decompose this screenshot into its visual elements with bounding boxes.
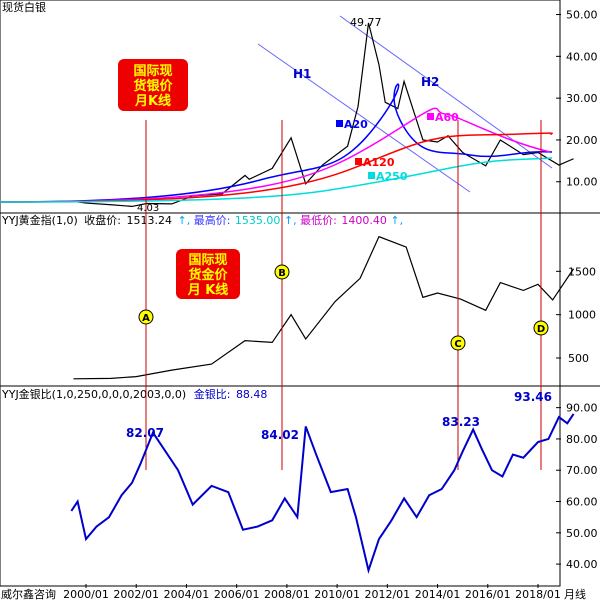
period-label: 月线 [564, 587, 586, 600]
gold-close-value: 1513.24 [126, 214, 172, 227]
ma60-line [0, 107, 551, 203]
x-tick-label: 2002/01 [113, 588, 159, 600]
event-marker [533, 320, 549, 336]
gold-annotation-box: 国际现货金价月 K线 [176, 249, 240, 299]
x-tick-label: 2000/01 [63, 588, 109, 600]
ratio-peak-label: 83.23 [442, 415, 480, 429]
ratio-panel: 40.00 50.00 60.00 70.00 80.00 90.00 82.07 84.02… [70, 390, 598, 575]
ratio-y-tick-label: 40.00 [566, 558, 598, 571]
silver-y-tick-label: 40.00 [566, 50, 598, 63]
silver-price-line [73, 22, 574, 208]
ma-label: A60 [435, 111, 459, 124]
silver-annotation-box: 国际现货银价月K线 [118, 59, 188, 111]
x-axis: 2000/01 2002/01 2004/01 2006/01 2008/01 2010/… [63, 584, 561, 600]
corner-label: 威尔鑫咨询 [1, 587, 56, 600]
ratio-peak-label: 93.46 [514, 390, 552, 404]
ratio-y-tick-label: 80.00 [566, 433, 598, 446]
svg-text:YYJ黄金指(1,0) 收盘价: 1: YYJ黄金指(1,0) 收盘价: 1513.24 ↑, 最高价: 1535.00… [1, 213, 403, 227]
silver-high-label: 49.77 [350, 16, 382, 29]
event-marker [450, 335, 466, 351]
gold-high-label: 最高价: [194, 213, 231, 227]
event-marker [138, 309, 154, 325]
event-marker-label: C [454, 339, 461, 350]
ma120-line [0, 132, 553, 203]
ratio-y-tick-label: 50.00 [566, 527, 598, 540]
gold-y-tick-label: 1500 [568, 265, 596, 278]
svg-text:国际现货银价月K线: 国际现货银价月K线 [133, 64, 173, 109]
gold-price-line [73, 235, 575, 380]
ratio-label: 金银比: [194, 387, 231, 401]
ratio-y-tick-label: 70.00 [566, 464, 598, 477]
silver-y-tick-label: 30.00 [566, 92, 598, 105]
panel-frame [0, 0, 561, 587]
silver-low-label: 4.03 [137, 203, 159, 214]
ratio-y-tick-label: 60.00 [566, 496, 598, 509]
gold-low-label: 最低价: [300, 214, 337, 227]
silver-y-tick-label: 10.00 [566, 176, 598, 189]
svg-text:国际现货金价月 K线: 国际现货金价月 K线 [187, 253, 229, 298]
x-tick-label: 2014/01 [415, 588, 461, 600]
ma-label-swatch [355, 158, 362, 165]
trend-label-h2: H2 [421, 75, 439, 89]
silver-panel: 10.00 20.00 30.00 40.00 50.00 49.77 4.03 H1 H2 A2… [0, 9, 598, 214]
svg-text:YYJ金银比(1,0,250,0,0,0,2003,0,0): YYJ金银比(1,0,250,0,0,0,2003,0,0) 金银比: 88.4… [1, 387, 267, 401]
x-tick-label: 2018/01 [515, 588, 561, 600]
x-tick-label: 2008/01 [264, 588, 310, 600]
ratio-line [70, 413, 575, 575]
x-tick-label: 2012/01 [364, 588, 410, 600]
x-tick-label: 2010/01 [314, 588, 360, 600]
silver-y-tick-label: 20.00 [566, 134, 598, 147]
event-marker-label: D [537, 324, 545, 335]
gold-y-tick-label: 1000 [568, 309, 596, 322]
silver-panel-title: 现货白银 [2, 0, 46, 14]
gold-panel: 500 1000 1500 A B C D [73, 120, 596, 470]
ratio-value: 88.48 [236, 388, 268, 401]
trend-line [339, 15, 553, 169]
trend-line [257, 43, 471, 193]
ratio-series-label: YYJ金银比(1,0,250,0,0,0,2003,0,0) [1, 387, 186, 401]
trend-label-h1: H1 [293, 67, 311, 81]
silver-y-tick-label: 50.00 [566, 9, 598, 22]
event-marker [274, 264, 290, 280]
gold-low-value: 1400.40 [341, 214, 387, 227]
ma250-line [0, 157, 553, 203]
ma-label-swatch [336, 120, 343, 127]
ratio-peak-label: 84.02 [261, 428, 299, 442]
ratio-y-tick-label: 90.00 [566, 402, 598, 415]
gold-y-tick-label: 500 [568, 352, 589, 365]
ma-label-swatch [427, 113, 434, 120]
gold-series-label: YYJ黄金指(1,0) [1, 213, 78, 227]
x-tick-label: 2004/01 [164, 588, 210, 600]
ratio-peak-label: 82.07 [126, 426, 164, 440]
ma-label: A120 [363, 156, 395, 169]
event-marker-label: A [142, 313, 150, 324]
ma-label: A250 [376, 170, 408, 183]
x-tick-label: 2006/01 [214, 588, 260, 600]
ma20-line [0, 83, 553, 203]
gold-close-label: 收盘价: [84, 213, 121, 227]
event-marker-label: B [278, 268, 286, 279]
ma-label-swatch [368, 172, 375, 179]
ma-label: A20 [344, 118, 368, 131]
x-tick-label: 2016/01 [465, 588, 511, 600]
gold-high-value: 1535.00 [235, 214, 281, 227]
